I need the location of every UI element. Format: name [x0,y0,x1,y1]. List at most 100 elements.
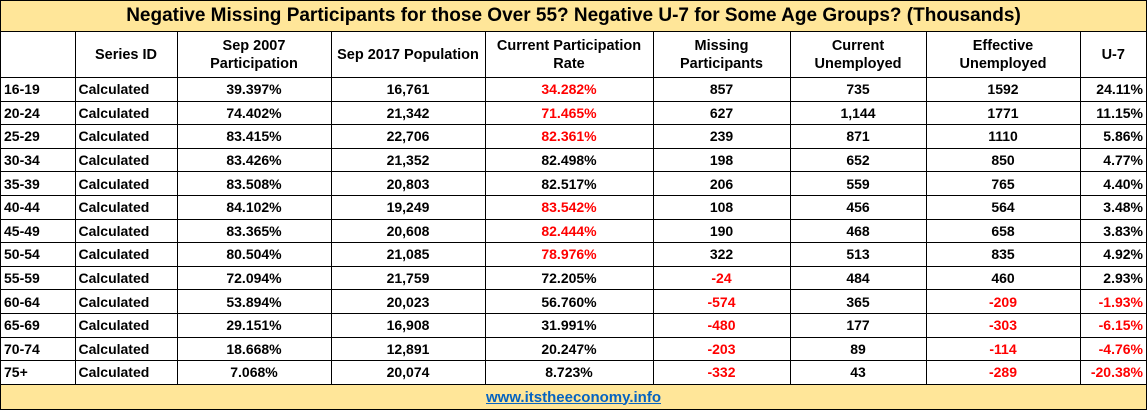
cell-series-id: Calculated [74,77,178,102]
header-series-id: Series ID [74,32,178,78]
header-current-unemployed: Current Unemployed [789,32,927,78]
table-row: 75+ Calculated 7.068% 20,074 8.723% -332 43 -28… [1,360,1146,385]
cell-sep2017-population: 16,908 [330,312,486,338]
cell-current-unemployed: 652 [789,147,927,173]
cell-current-unemployed: 559 [789,171,927,196]
cell-effective-unemployed: 850 [925,147,1081,173]
cell-sep2007-participation: 83.426% [176,147,332,173]
cell-age-group: 50-54 [1,242,76,267]
cell-series-id: Calculated [74,336,178,362]
cell-u7: 24.11% [1079,77,1146,102]
cell-age-group: 35-39 [1,171,76,196]
cell-sep2007-participation: 18.668% [176,336,332,362]
cell-age-group: 30-34 [1,147,76,173]
cell-series-id: Calculated [74,194,178,220]
cell-effective-unemployed: 658 [925,218,1081,244]
cell-current-participation-rate: 71.465% [484,100,654,126]
table-row: 16-19 Calculated 39.397% 16,761 34.282% 857 73… [1,77,1146,102]
cell-age-group: 25-29 [1,124,76,149]
cell-u7: 3.83% [1079,218,1146,244]
cell-u7: -1.93% [1079,289,1146,314]
cell-u7: 5.86% [1079,124,1146,149]
header-effective-unemployed: Effective Unemployed [925,32,1081,78]
table-row: 25-29 Calculated 83.415% 22,706 82.361% 239 87… [1,124,1146,149]
cell-effective-unemployed: -289 [925,360,1081,385]
cell-age-group: 75+ [1,360,76,385]
cell-sep2017-population: 20,023 [330,289,486,314]
cell-series-id: Calculated [74,242,178,267]
cell-sep2017-population: 16,761 [330,77,486,102]
cell-current-participation-rate: 82.444% [484,218,654,244]
cell-u7: 2.93% [1079,265,1146,291]
header-row: Series ID Sep 2007 Participation Sep 201… [1,32,1146,78]
cell-sep2007-participation: 83.415% [176,124,332,149]
cell-effective-unemployed: 765 [925,171,1081,196]
cell-effective-unemployed: 460 [925,265,1081,291]
cell-current-unemployed: 1,144 [789,100,927,126]
cell-current-unemployed: 365 [789,289,927,314]
table-row: 50-54 Calculated 80.504% 21,085 78.976% 322 51… [1,242,1146,267]
cell-current-unemployed: 43 [789,360,927,385]
cell-sep2007-participation: 84.102% [176,194,332,220]
cell-missing-participants: 627 [652,100,791,126]
website-link[interactable]: www.itstheeconomy.info [485,388,661,406]
cell-series-id: Calculated [74,171,178,196]
cell-current-participation-rate: 72.205% [484,265,654,291]
cell-series-id: Calculated [74,124,178,149]
cell-current-unemployed: 513 [789,242,927,267]
cell-effective-unemployed: -114 [925,336,1081,362]
cell-missing-participants: 239 [652,124,791,149]
cell-sep2017-population: 19,249 [330,194,486,220]
cell-effective-unemployed: 1771 [925,100,1081,126]
cell-sep2007-participation: 29.151% [176,312,332,338]
cell-series-id: Calculated [74,147,178,173]
cell-missing-participants: 108 [652,194,791,220]
cell-current-participation-rate: 82.498% [484,147,654,173]
footer-bar: www.itstheeconomy.info [1,384,1146,409]
table-row: 45-49 Calculated 83.365% 20,608 82.444% 190 46… [1,218,1146,244]
cell-series-id: Calculated [74,360,178,385]
cell-series-id: Calculated [74,100,178,126]
cell-current-participation-rate: 8.723% [484,360,654,385]
cell-u7: 4.92% [1079,242,1146,267]
table-row: 20-24 Calculated 74.402% 21,342 71.465% 627 1,… [1,100,1146,126]
cell-missing-participants: 206 [652,171,791,196]
cell-current-participation-rate: 82.361% [484,124,654,149]
cell-sep2007-participation: 53.894% [176,289,332,314]
cell-age-group: 55-59 [1,265,76,291]
cell-current-unemployed: 177 [789,312,927,338]
cell-current-unemployed: 871 [789,124,927,149]
cell-sep2007-participation: 74.402% [176,100,332,126]
table-row: 60-64 Calculated 53.894% 20,023 56.760% -574 3… [1,289,1146,314]
header-sep2007-participation: Sep 2007 Participation [176,32,332,78]
cell-current-unemployed: 735 [789,77,927,102]
cell-sep2017-population: 20,608 [330,218,486,244]
cell-sep2007-participation: 72.094% [176,265,332,291]
cell-u7: 4.40% [1079,171,1146,196]
cell-u7: -4.76% [1079,336,1146,362]
header-sep2017-population: Sep 2017 Population [330,32,486,78]
cell-age-group: 45-49 [1,218,76,244]
cell-series-id: Calculated [74,289,178,314]
header-missing-participants: Missing Participants [652,32,791,78]
cell-missing-participants: -480 [652,312,791,338]
cell-sep2007-participation: 7.068% [176,360,332,385]
cell-sep2017-population: 22,706 [330,124,486,149]
header-current-participation-rate: Current Participation Rate [484,32,654,78]
cell-u7: 4.77% [1079,147,1146,173]
cell-sep2007-participation: 83.508% [176,171,332,196]
cell-effective-unemployed: -209 [925,289,1081,314]
cell-sep2017-population: 20,803 [330,171,486,196]
cell-current-participation-rate: 20.247% [484,336,654,362]
cell-age-group: 20-24 [1,100,76,126]
cell-u7: 3.48% [1079,194,1146,220]
cell-series-id: Calculated [74,265,178,291]
cell-effective-unemployed: -303 [925,312,1081,338]
cell-current-participation-rate: 83.542% [484,194,654,220]
cell-age-group: 16-19 [1,77,76,102]
cell-effective-unemployed: 564 [925,194,1081,220]
cell-sep2017-population: 21,759 [330,265,486,291]
cell-sep2007-participation: 80.504% [176,242,332,267]
cell-sep2017-population: 12,891 [330,336,486,362]
